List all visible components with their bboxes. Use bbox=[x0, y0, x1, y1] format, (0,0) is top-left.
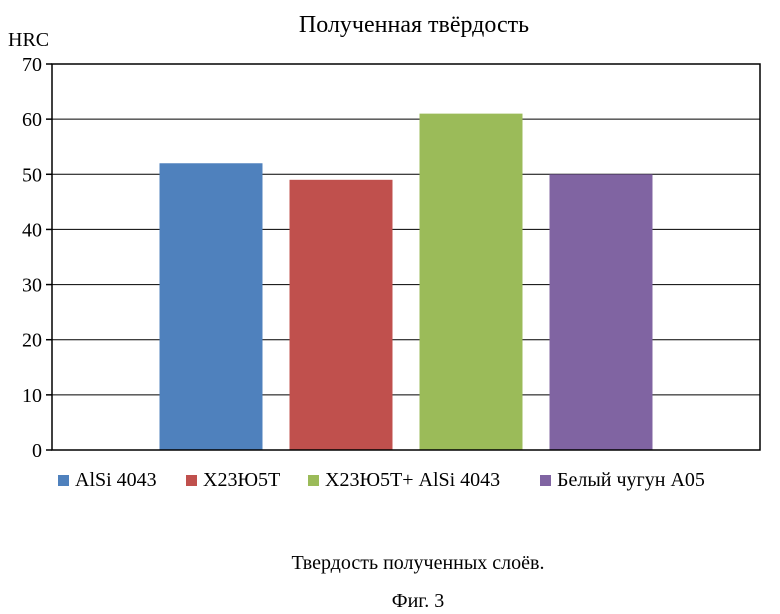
grid bbox=[52, 119, 760, 395]
legend-swatch-4 bbox=[540, 475, 551, 486]
y-axis-label: HRC bbox=[8, 29, 49, 51]
plot-frame bbox=[52, 64, 760, 450]
legend-label-1: AlSi 4043 bbox=[75, 469, 157, 491]
legend-label-2: Х23Ю5Т bbox=[203, 469, 280, 491]
chart: Полученная твёрдость HRC 0 10 20 30 40 50 60 70… bbox=[0, 0, 780, 540]
y-tick-label: 60 bbox=[22, 109, 42, 131]
bar-2 bbox=[290, 180, 393, 450]
legend-label-3: Х23Ю5Т+ AlSi 4043 bbox=[325, 469, 500, 491]
y-tick-label: 0 bbox=[32, 440, 42, 462]
y-ticks: 0 10 20 30 40 50 60 70 bbox=[22, 54, 52, 462]
y-tick-label: 30 bbox=[22, 275, 42, 297]
y-tick-label: 70 bbox=[22, 54, 42, 76]
legend: AlSi 4043 Х23Ю5Т Х23Ю5Т+ AlSi 4043 Белый чу… bbox=[58, 469, 705, 491]
chart-title: Полученная твёрдость bbox=[299, 12, 529, 38]
y-tick-label: 10 bbox=[22, 385, 42, 407]
legend-swatch-3 bbox=[308, 475, 319, 486]
bar-4 bbox=[550, 174, 653, 450]
y-tick-label: 20 bbox=[22, 330, 42, 352]
y-tick-label: 40 bbox=[22, 219, 42, 241]
bar-3 bbox=[420, 114, 523, 450]
bars bbox=[160, 114, 653, 450]
legend-label-4: Белый чугун А05 bbox=[557, 469, 705, 491]
figure-number: Фиг. 3 bbox=[28, 590, 780, 613]
legend-swatch-2 bbox=[186, 475, 197, 486]
bar-1 bbox=[160, 163, 263, 450]
figure-description: Твердость полученных слоёв. bbox=[28, 552, 780, 575]
legend-swatch-1 bbox=[58, 475, 69, 486]
y-tick-label: 50 bbox=[22, 164, 42, 186]
